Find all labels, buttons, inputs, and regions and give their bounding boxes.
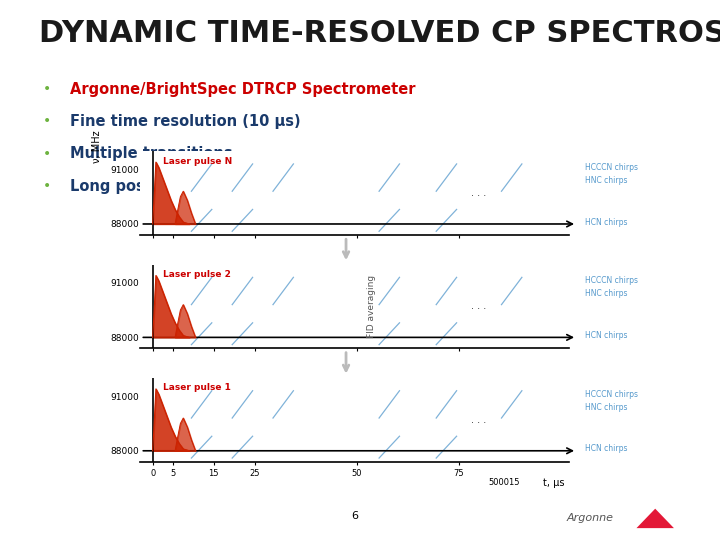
Text: HNC chirps: HNC chirps: [585, 403, 628, 411]
Text: Laser pulse N: Laser pulse N: [163, 157, 232, 166]
Text: Argonne: Argonne: [567, 514, 614, 523]
Text: DYNAMIC TIME-RESOLVED CP SPECTROSCOPY: DYNAMIC TIME-RESOLVED CP SPECTROSCOPY: [40, 19, 720, 48]
Text: 500015: 500015: [489, 478, 521, 487]
Text: Argonne/BrightSpec DTRCP Spectrometer: Argonne/BrightSpec DTRCP Spectrometer: [71, 82, 415, 97]
Text: Fine time resolution (10 μs): Fine time resolution (10 μs): [71, 114, 301, 129]
Text: •: •: [42, 147, 51, 161]
Text: . . .: . . .: [472, 415, 487, 425]
Text: HCCCN chirps: HCCCN chirps: [585, 390, 638, 399]
Text: HCCCN chirps: HCCCN chirps: [585, 276, 638, 286]
Text: Laser pulse 1: Laser pulse 1: [163, 383, 230, 393]
Text: t, μs: t, μs: [543, 478, 564, 488]
Text: Multiple transitions: Multiple transitions: [71, 146, 233, 161]
Text: HNC chirps: HNC chirps: [585, 289, 628, 298]
Text: . . .: . . .: [472, 188, 487, 198]
Text: •: •: [42, 114, 51, 129]
Text: Laser pulse 2: Laser pulse 2: [163, 270, 230, 279]
Text: HCN chirps: HCN chirps: [585, 218, 628, 227]
Text: HCCCN chirps: HCCCN chirps: [585, 163, 638, 172]
Text: Long post-photolysis observation times (0.5 s): Long post-photolysis observation times (…: [71, 179, 456, 194]
Text: . . .: . . .: [472, 301, 487, 312]
Text: •: •: [42, 82, 51, 96]
Text: 6: 6: [351, 511, 358, 521]
Text: HCN chirps: HCN chirps: [585, 444, 628, 454]
Y-axis label: ν, MHz: ν, MHz: [92, 131, 102, 163]
Text: FID averaging: FID averaging: [366, 275, 376, 338]
Text: HNC chirps: HNC chirps: [585, 176, 628, 185]
Polygon shape: [636, 509, 674, 528]
Text: HCN chirps: HCN chirps: [585, 331, 628, 340]
Text: •: •: [42, 179, 51, 193]
